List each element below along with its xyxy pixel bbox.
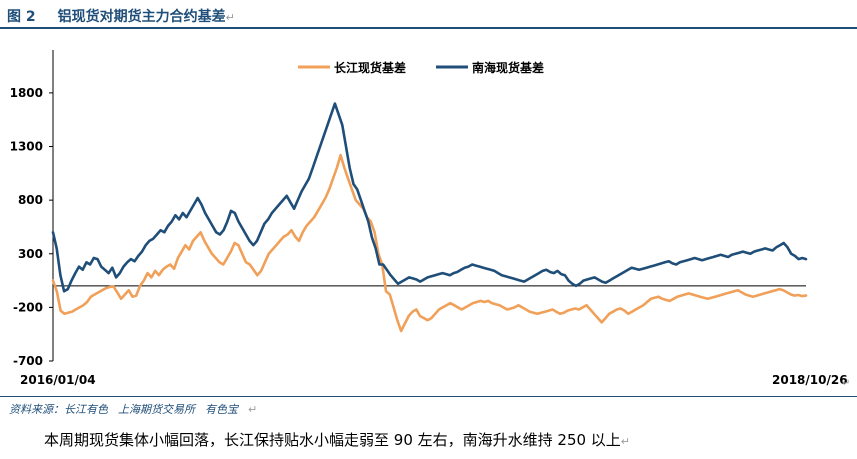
source-item-0: 长江有色 [64, 403, 108, 416]
series-line-1 [51, 102, 808, 293]
x-start-label: 2016/01/04 [20, 373, 96, 387]
basis-line-chart: 1800 1300 800 300 -200 -700 2016/01/04 2018/10/… [10, 50, 850, 389]
return-mark: ↵ [225, 11, 235, 24]
legend-label-1: 南海现货基差 [472, 60, 544, 75]
top-rule [0, 27, 857, 29]
summary-text: 本周期现货集体小幅回落，长江保持贴水小幅走弱至 90 左右，南海升水维持 250… [44, 431, 621, 449]
y-tick-label: -200 [13, 300, 43, 314]
bottom-rule [0, 396, 857, 397]
figure-title-text: 铝现货对期货主力合约基差 [57, 9, 226, 25]
figure-title: 图 2 铝现货对期货主力合约基差↵ [7, 6, 235, 26]
source-note: 资料来源：长江有色 上海期货交易所 有色宝 ↵ [9, 401, 267, 417]
series-line-0 [51, 153, 808, 333]
y-tick-label: -700 [13, 354, 43, 368]
source-item-2: 有色宝 [205, 403, 238, 416]
source-label: 资料来源： [9, 403, 64, 416]
figure-number: 图 2 [7, 9, 36, 25]
legend-label-0: 长江现货基差 [334, 60, 406, 75]
y-tick-label: 300 [18, 247, 43, 261]
return-mark: ↵ [620, 435, 631, 448]
y-tick-label: 1800 [10, 86, 43, 100]
return-mark: ↵ [248, 403, 258, 416]
y-tick-label: 1300 [10, 140, 43, 154]
source-item-1: 上海期货交易所 [118, 403, 195, 416]
summary-paragraph: 本周期现货集体小幅回落，长江保持贴水小幅走弱至 90 左右，南海升水维持 250… [44, 429, 630, 450]
return-mark: ↵ [842, 378, 850, 389]
y-tick-label: 800 [18, 193, 43, 207]
x-end-label: 2018/10/26 [772, 373, 848, 387]
